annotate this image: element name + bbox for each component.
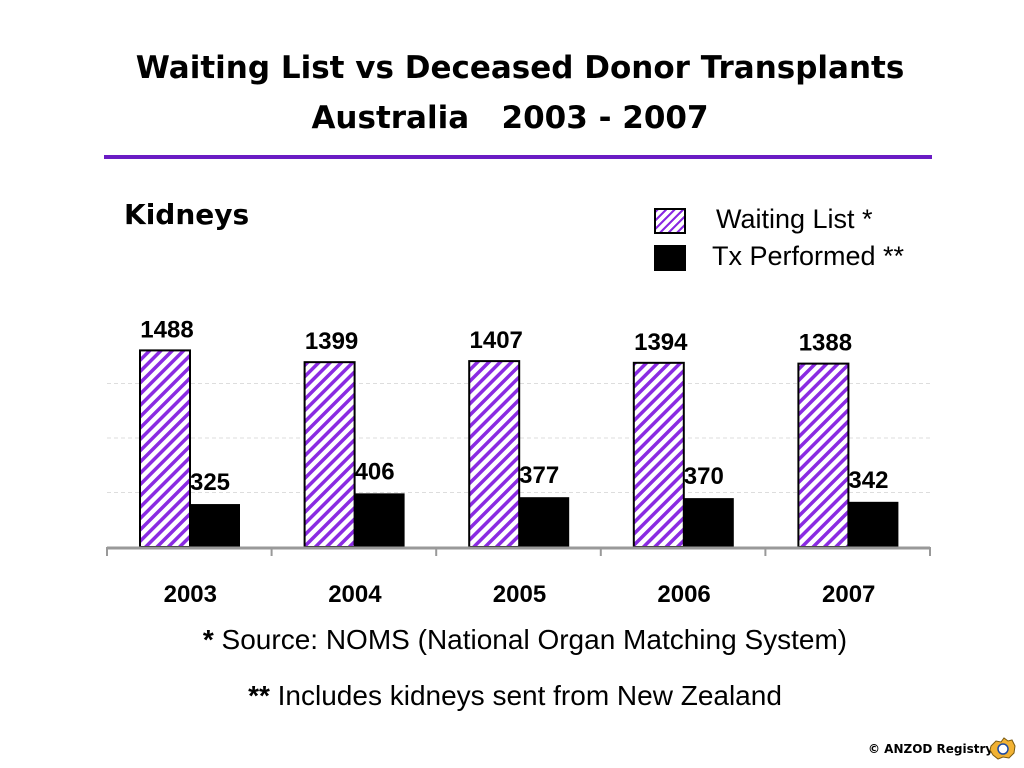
data-label-tx-performed: 377 <box>519 462 559 489</box>
x-tick-label: 2006 <box>657 581 710 608</box>
bars <box>139 349 899 549</box>
x-tick-label: 2007 <box>822 581 875 608</box>
legend-label-waiting-list: Waiting List * <box>716 204 873 234</box>
organ-label: Kidneys <box>124 198 250 231</box>
footnote-marker: ** <box>248 680 270 711</box>
title-divider <box>104 155 932 159</box>
bar-tx-performed <box>683 498 734 547</box>
footnote-text: Includes kidneys sent from New Zealand <box>269 680 782 711</box>
bar-waiting-list <box>303 361 356 548</box>
bar-tx-performed <box>354 493 405 547</box>
anzod-logo-icon <box>989 737 1016 760</box>
bar-tx-performed <box>519 497 570 547</box>
legend-swatch-waiting-list <box>654 208 686 234</box>
data-labels: 1488 325 1399 406 1407 377 1394 370 1388 342 <box>140 316 888 496</box>
data-label-waiting-list: 1388 <box>799 330 852 357</box>
legend-swatch-tx-performed <box>654 245 686 271</box>
data-label-tx-performed: 325 <box>190 469 230 496</box>
data-label-waiting-list: 1407 <box>470 327 523 354</box>
data-label-waiting-list: 1399 <box>305 328 358 355</box>
data-label-waiting-list: 1394 <box>634 329 688 356</box>
data-label-tx-performed: 406 <box>355 458 395 485</box>
footnote-marker: * <box>202 624 214 655</box>
x-tick-label: 2004 <box>328 581 382 608</box>
chart-subtitle-line: Australia 2003 - 2007 <box>311 100 709 136</box>
footnote-text: Source: NOMS (National Organ Matching Sy… <box>213 624 848 655</box>
x-axis: 2003 2004 2005 2006 2007 <box>106 546 931 608</box>
bar-waiting-list <box>632 361 685 548</box>
data-label-tx-performed: 342 <box>848 467 888 494</box>
data-label-waiting-list: 1488 <box>140 316 193 343</box>
x-tick-label: 2005 <box>493 581 546 608</box>
data-label-tx-performed: 370 <box>684 463 724 490</box>
x-tick-label: 2003 <box>164 581 217 608</box>
bar-waiting-list <box>139 349 191 548</box>
chart-title: Waiting List vs Deceased Donor Transplan… <box>135 50 905 86</box>
legend-label-tx-performed: Tx Performed ** <box>712 241 905 271</box>
bar-tx-performed <box>848 501 899 547</box>
footnote-source: * Source: NOMS (National Organ Matching … <box>0 624 1024 656</box>
bar-tx-performed <box>190 504 240 547</box>
footnote-nz: ** Includes kidneys sent from New Zealan… <box>0 680 1024 712</box>
bar-waiting-list <box>797 362 850 548</box>
bar-waiting-list <box>468 360 521 549</box>
copyright-footer: © ANZOD Registry <box>868 742 994 756</box>
